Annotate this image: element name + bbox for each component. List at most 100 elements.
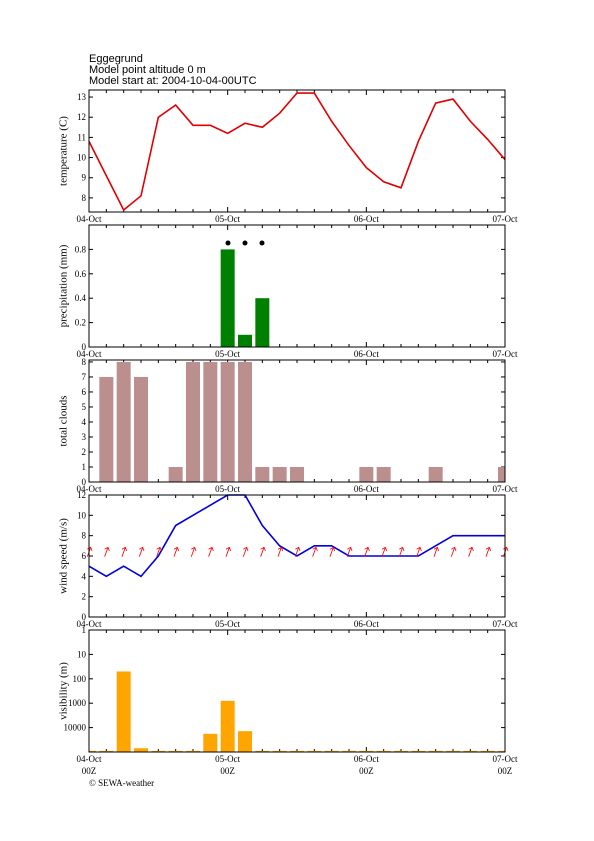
arrow-head bbox=[121, 546, 128, 552]
arrow-head bbox=[243, 546, 249, 552]
arrow-head bbox=[416, 546, 422, 552]
wind-arrow bbox=[312, 546, 318, 557]
y-tick-label: 0.8 bbox=[75, 244, 87, 254]
arrow-shaft bbox=[329, 547, 334, 557]
arrow-shaft bbox=[364, 547, 369, 557]
arrow-head bbox=[191, 546, 197, 552]
bar bbox=[203, 361, 218, 482]
arrow-head bbox=[381, 546, 388, 552]
y-tick-label: 8 bbox=[82, 531, 87, 541]
y-tick-label: 11 bbox=[77, 132, 86, 142]
wind-arrow bbox=[156, 546, 162, 557]
y-tick-label: 12 bbox=[77, 490, 86, 500]
arrow-shaft bbox=[138, 547, 144, 557]
x-tick-label: 07-Oct bbox=[493, 754, 518, 764]
bar bbox=[203, 733, 218, 752]
bar bbox=[463, 750, 478, 752]
bar bbox=[307, 750, 322, 752]
arrow-shaft bbox=[156, 547, 161, 557]
y-tick-label: 4 bbox=[82, 417, 87, 427]
arrow-head bbox=[87, 546, 93, 552]
y-tick-label: 6 bbox=[82, 387, 87, 397]
arrow-shaft bbox=[242, 547, 248, 557]
arrow-head bbox=[173, 546, 180, 552]
arrow-shaft bbox=[277, 547, 282, 557]
x-tick-label: 04-Oct bbox=[77, 754, 102, 764]
arrow-head bbox=[139, 546, 145, 552]
y-tick-label: 100 bbox=[73, 674, 87, 684]
wind-arrow bbox=[433, 546, 440, 557]
arrow-head bbox=[329, 546, 336, 552]
bar bbox=[134, 748, 148, 752]
wind-arrow bbox=[381, 546, 388, 557]
x-tick-label: 05-Oct bbox=[215, 214, 240, 224]
arrow-head bbox=[347, 546, 353, 552]
x-tick-label: 06-Oct bbox=[354, 754, 379, 764]
wind-arrow bbox=[208, 546, 214, 557]
bar bbox=[220, 249, 235, 347]
bar bbox=[376, 466, 391, 482]
arrow-head bbox=[399, 546, 405, 552]
wind-arrow bbox=[121, 546, 128, 557]
arrow-shaft bbox=[225, 547, 230, 557]
bar bbox=[168, 466, 183, 482]
wind-arrow bbox=[468, 546, 474, 557]
x-tick-label: 06-Oct bbox=[354, 484, 379, 494]
bar bbox=[428, 750, 443, 752]
wind-arrow bbox=[398, 546, 405, 557]
x-tick-label: 05-Oct bbox=[215, 754, 240, 764]
y-tick-label: 13 bbox=[77, 92, 87, 102]
model-start: Model start at: 2004-10-04-00UTC bbox=[89, 75, 257, 87]
bar bbox=[116, 671, 131, 752]
bar bbox=[376, 750, 391, 752]
arrow-shaft bbox=[433, 547, 438, 557]
x-tick-label: 04-Oct bbox=[77, 619, 102, 629]
arrow-shaft bbox=[468, 547, 473, 557]
station-name: Eggegrund bbox=[89, 53, 143, 65]
bar bbox=[116, 361, 131, 482]
y-tick-label: 8 bbox=[82, 357, 87, 367]
x-tick-label: 06-Oct bbox=[354, 619, 379, 629]
y-tick-label: 1 bbox=[82, 462, 87, 472]
wind-arrow bbox=[138, 546, 145, 557]
arrow-shaft bbox=[346, 547, 352, 557]
bar bbox=[428, 466, 443, 482]
plot-frame bbox=[88, 89, 506, 213]
bar bbox=[272, 466, 287, 482]
arrow-shaft bbox=[260, 547, 265, 557]
arrow-head bbox=[225, 546, 232, 552]
bar bbox=[134, 376, 148, 482]
arrow-head bbox=[503, 546, 509, 552]
y-axis-label: visibility (m) bbox=[58, 662, 70, 720]
y-tick-label: 0.2 bbox=[75, 318, 86, 328]
bar bbox=[342, 750, 356, 752]
y-tick-label: 9 bbox=[82, 173, 87, 183]
bar bbox=[186, 361, 200, 482]
y-tick-label: 0.6 bbox=[75, 269, 87, 279]
arrow-shaft bbox=[416, 547, 421, 557]
x-tick-label: 05-Oct bbox=[215, 484, 240, 494]
y-tick-label: 0 bbox=[82, 342, 87, 352]
arrow-head bbox=[295, 546, 301, 552]
bar bbox=[168, 750, 183, 752]
y-axis-label: precipitation (mm) bbox=[58, 244, 70, 327]
y-tick-label: 0 bbox=[82, 477, 87, 487]
copyright: © SEWA-weather bbox=[89, 778, 154, 788]
plot-frame bbox=[88, 224, 506, 348]
x-tick-label: 04-Oct bbox=[77, 484, 102, 494]
bar bbox=[151, 750, 166, 752]
plot-frame bbox=[88, 629, 506, 753]
y-tick-label: 0 bbox=[82, 612, 87, 622]
x-tick-sublabel: 00Z bbox=[498, 766, 513, 776]
wind-arrow bbox=[190, 546, 197, 557]
bar bbox=[238, 731, 252, 752]
x-tick-sublabel: 00Z bbox=[359, 766, 374, 776]
bar bbox=[498, 750, 505, 752]
bar bbox=[411, 750, 426, 752]
arrow-shaft bbox=[381, 547, 386, 557]
y-tick-label: 2 bbox=[82, 592, 87, 602]
x-tick-label: 05-Oct bbox=[215, 349, 240, 359]
wind-arrow bbox=[485, 546, 492, 557]
